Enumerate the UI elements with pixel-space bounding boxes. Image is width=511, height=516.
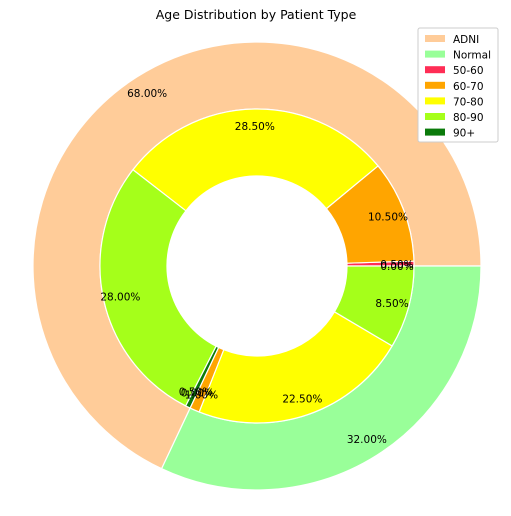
legend-label-adni: ADNI xyxy=(453,34,479,46)
inner-label-adni-60-70: 10.50% xyxy=(368,212,408,224)
inner-wedge-adni-80-90 xyxy=(99,168,217,407)
legend-swatch-70-80 xyxy=(425,97,445,105)
inner-label-adni-50-60: 0.50% xyxy=(380,259,413,271)
percentage-labels: 68.00% 32.00% 0.50% 10.50% 28.50% 28.00% 0.50%… xyxy=(100,88,413,446)
inner-label-normal-50-60: 0.00% xyxy=(181,388,214,400)
inner-label-adni-80-90: 28.00% xyxy=(100,292,140,304)
legend-swatch-90+ xyxy=(425,128,445,136)
legend: ADNI Normal 50-60 60-70 70-80 80-90 90+ xyxy=(417,27,499,143)
outer-label-normal: 32.00% xyxy=(347,434,387,446)
inner-wedge-normal-70-80 xyxy=(198,310,393,424)
inner-label-normal-60-70: 1.00% xyxy=(185,389,218,401)
inner-label-normal-70-80: 22.50% xyxy=(282,393,322,405)
chart-title: Age Distribution by Patient Type xyxy=(156,7,357,22)
inner-label-adni-70-80: 28.50% xyxy=(235,121,275,133)
inner-label-normal-80-90: 8.50% xyxy=(375,298,408,310)
inner-wedge-normal-80-90 xyxy=(333,265,415,347)
inner-label-adni-90+: 0.50% xyxy=(179,387,212,399)
legend-swatch-normal xyxy=(425,50,445,58)
inner-ring xyxy=(99,108,415,424)
inner-label-normal-90+: 0.00% xyxy=(380,261,413,273)
legend-swatch-50-60 xyxy=(425,66,445,74)
legend-label-normal: Normal xyxy=(453,50,491,62)
legend-label-90+: 90+ xyxy=(453,128,475,140)
legend-label-60-70: 60-70 xyxy=(453,81,484,93)
legend-swatch-60-70 xyxy=(425,81,445,89)
legend-label-50-60: 50-60 xyxy=(453,65,484,77)
legend-swatch-adni xyxy=(425,35,445,42)
legend-label-70-80: 70-80 xyxy=(453,96,484,108)
legend-swatch-80-90 xyxy=(425,113,445,120)
legend-label-80-90: 80-90 xyxy=(453,112,484,124)
inner-wedge-adni-70-80 xyxy=(132,108,379,212)
outer-label-adni: 68.00% xyxy=(127,88,167,100)
